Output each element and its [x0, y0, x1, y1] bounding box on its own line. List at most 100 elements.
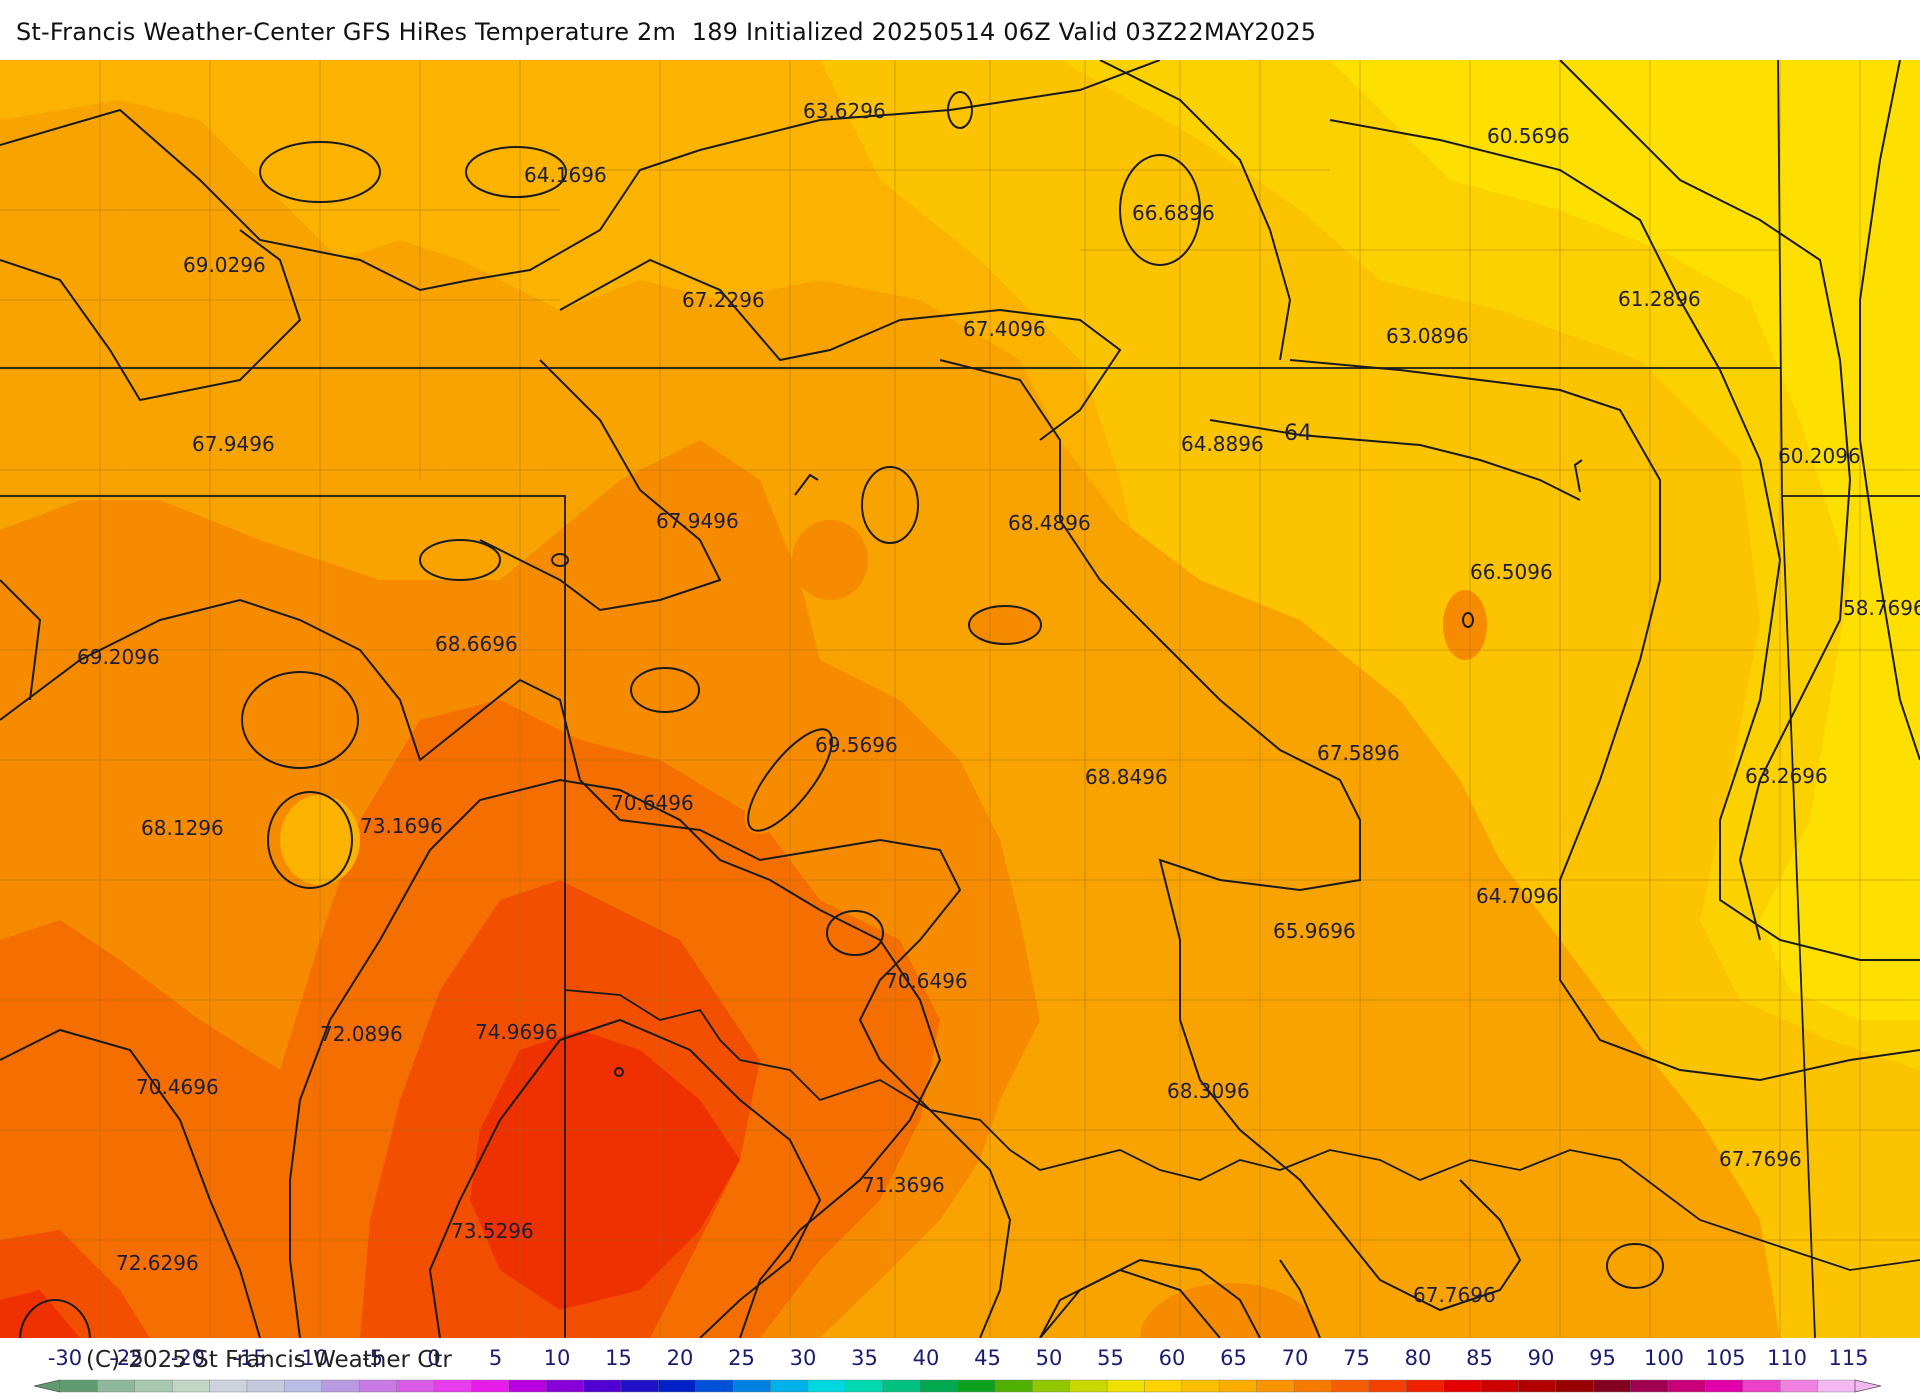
legend-swatch [59, 1379, 99, 1393]
isotherm-line [861, 466, 919, 544]
isotherm-line [259, 141, 381, 203]
temp-label: 74.9696 [475, 1020, 558, 1044]
legend-swatch [508, 1379, 547, 1393]
state-borders [0, 60, 1920, 1338]
legend-swatch [1443, 1379, 1482, 1393]
legend-tick-label: -15 [232, 1346, 266, 1370]
legend-tick-label: 10 [544, 1346, 571, 1370]
isotherm-line [0, 229, 302, 402]
map-title: St-Francis Weather-Center GFS HiRes Temp… [16, 18, 1317, 46]
legend-swatch [321, 1379, 360, 1393]
legend-swatch [246, 1379, 286, 1393]
isotherm-line [0, 1028, 261, 1338]
isotherm-line [1119, 154, 1201, 266]
temp-label: 67.7696 [1413, 1283, 1496, 1307]
temp-label: 63.6296 [803, 99, 886, 123]
legend-tick-label: 40 [913, 1346, 940, 1370]
legend-arrow-left [33, 1379, 61, 1393]
legend-tick-label: -5 [362, 1346, 383, 1370]
legend-tick-label: 115 [1828, 1346, 1868, 1370]
legend-tick-label: 90 [1528, 1346, 1555, 1370]
isotherm-line [289, 778, 942, 1338]
legend-swatch [1368, 1379, 1407, 1393]
legend-swatch [134, 1379, 173, 1393]
legend-swatch [171, 1379, 211, 1393]
legend-swatch [845, 1379, 884, 1393]
temp-label: 72.6296 [116, 1251, 199, 1275]
isotherm-line [559, 258, 1122, 441]
isotherm-line [0, 598, 1012, 1338]
legend-color-bar [33, 1379, 1882, 1393]
temp-band-62 [1060, 60, 1920, 1070]
legend-tick-labels: -30 -25 -20 -15 -10 -5 0 5 10 15 20 25 30 35 40 45 50 55 6… [48, 1346, 1869, 1370]
legend-tick-label: -25 [109, 1346, 143, 1370]
legend-swatch [695, 1379, 734, 1393]
county-lines [0, 60, 1920, 1338]
legend-swatch [957, 1379, 996, 1393]
legend-swatch [1705, 1379, 1744, 1393]
temp-label: 60.2096 [1778, 444, 1861, 468]
isotherm-line [630, 667, 700, 713]
temp-label: 68.8496 [1085, 765, 1168, 789]
legend-swatch [1293, 1379, 1333, 1393]
legend-tick-label: 65 [1220, 1346, 1247, 1370]
isotherm-line [1462, 612, 1474, 628]
temp-label: 60.5696 [1487, 124, 1570, 148]
copyright-notice: (C)-2025 St Francis Weather Ctr [86, 1347, 452, 1373]
legend-swatch [658, 1379, 697, 1393]
wind-barb [794, 473, 819, 496]
temperature-labels: 63.6296 64.1696 66.6896 60.5696 69.0296 … [77, 99, 1920, 1307]
legend-swatch [284, 1379, 323, 1393]
isotherm-line [939, 359, 1522, 1312]
temp-label: 68.4896 [1008, 511, 1091, 535]
temp-label: 64.8896 [1181, 432, 1264, 456]
legend-swatch [358, 1379, 398, 1393]
temp-label: 71.3696 [862, 1173, 945, 1197]
legend-swatch [1630, 1379, 1669, 1393]
legend-swatch [433, 1379, 473, 1393]
temp-label: 67.7696 [1719, 1147, 1802, 1171]
temp-label: 67.2296 [682, 288, 765, 312]
temp-label: 70.6496 [611, 791, 694, 815]
isotherm-line [0, 579, 42, 701]
legend-swatch [209, 1379, 248, 1393]
legend-tick-label: 15 [605, 1346, 632, 1370]
temp-label: 69.0296 [183, 253, 266, 277]
temp-label: 73.1696 [360, 814, 443, 838]
legend-swatch [1480, 1379, 1520, 1393]
isotherm-line [1039, 1258, 1261, 1338]
legend-swatch [1817, 1379, 1856, 1393]
legend-swatch [994, 1379, 1033, 1393]
legend-swatch [807, 1379, 847, 1393]
legend-swatch [770, 1379, 809, 1393]
legend-swatch [1219, 1379, 1258, 1393]
legend-tick-label: 95 [1589, 1346, 1616, 1370]
isotherm-line [747, 728, 833, 832]
isotherm-line [551, 553, 569, 567]
temp-blob [245, 675, 355, 765]
isotherm-line [614, 1067, 624, 1077]
temp-label: 68.6696 [435, 632, 518, 656]
temp-label: 63.0896 [1386, 324, 1469, 348]
legend-swatch [882, 1379, 921, 1393]
temp-label: 64.7096 [1476, 884, 1559, 908]
legend-tick-label: 30 [790, 1346, 817, 1370]
legend-tick-label: 100 [1644, 1346, 1684, 1370]
legend-tick-label: 80 [1405, 1346, 1432, 1370]
legend-tick-label: 55 [1097, 1346, 1124, 1370]
temp-label: 61.2896 [1618, 287, 1701, 311]
temperature-map: 63.6296 64.1696 66.6896 60.5696 69.0296 … [0, 60, 1920, 1338]
legend-tick-label: 25 [728, 1346, 755, 1370]
legend-swatch [1256, 1379, 1295, 1393]
temperature-legend: -30 -25 -20 -15 -10 -5 0 5 10 15 20 25 30 35 40 45 50 55 6… [33, 1346, 1882, 1393]
isotherm-contours [0, 60, 1920, 1338]
legend-swatch [1181, 1379, 1220, 1393]
legend-swatch [1144, 1379, 1183, 1393]
isotherm-line [968, 605, 1042, 645]
legend-tick-label: -30 [48, 1346, 82, 1370]
temp-label: 69.5696 [815, 733, 898, 757]
isotherm-line [267, 791, 353, 889]
isotherm-line [1099, 60, 1292, 361]
legend-swatch [620, 1379, 660, 1393]
temp-label: 67.9496 [656, 509, 739, 533]
